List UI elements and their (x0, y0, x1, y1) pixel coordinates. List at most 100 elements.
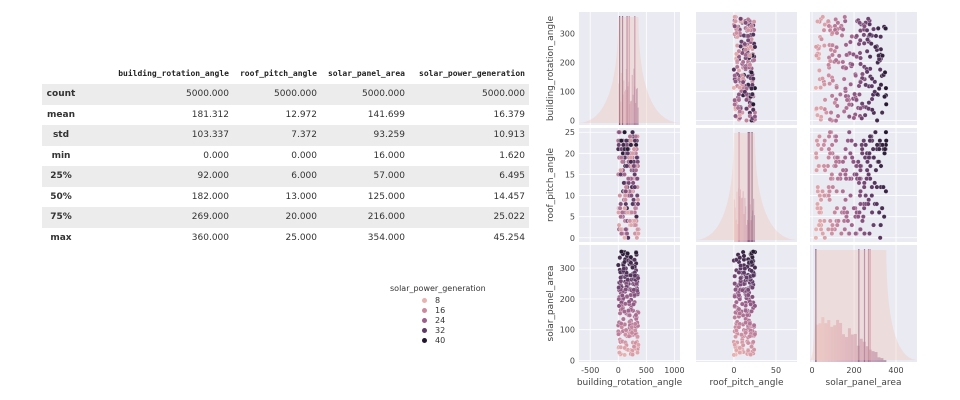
scatter-point (860, 218, 865, 224)
histogram-bar (619, 101, 621, 125)
scatter-point (878, 34, 884, 40)
kde-curve (810, 250, 917, 360)
scatter-point (618, 344, 624, 350)
cell: 182.000 (191, 191, 229, 202)
cell: 16.000 (373, 150, 406, 161)
scatter-point (843, 197, 848, 203)
scatter-point (732, 315, 738, 320)
scatter-point (630, 150, 635, 156)
scatter-point (817, 68, 822, 73)
scatter-point (856, 180, 862, 186)
scatter-point (867, 150, 872, 156)
scatter-point (833, 57, 839, 63)
scatter-point (624, 294, 630, 299)
scatter-point (846, 114, 852, 119)
legend-item: 8 (422, 295, 486, 305)
scatter-point (840, 159, 846, 165)
scatter-point (621, 142, 626, 148)
scatter-point (736, 270, 742, 275)
scatter-point (848, 193, 853, 198)
scatter-point (848, 82, 854, 87)
scatter-point (871, 155, 877, 160)
scatter-point (862, 112, 868, 118)
scatter-point (814, 138, 820, 144)
scatter-point (879, 205, 885, 211)
histogram-bar (736, 191, 738, 242)
scatter-point (837, 92, 843, 97)
scatter-point (834, 188, 839, 194)
scatter-point (632, 218, 637, 224)
scatter-point (739, 287, 745, 293)
scatter-point (734, 30, 739, 36)
scatter-point (857, 20, 862, 26)
scatter-point (826, 155, 831, 160)
scatter-point (621, 316, 626, 322)
cell: 6.000 (233, 166, 321, 187)
scatter-point (845, 218, 851, 224)
scatter-point (632, 172, 638, 177)
scatter-point (871, 222, 876, 228)
scatter-point (858, 79, 863, 85)
scatter-point (813, 85, 819, 91)
row-label: max (50, 232, 72, 243)
scatter-point (619, 293, 625, 298)
scatter-point (882, 150, 887, 156)
scatter-point (849, 155, 855, 160)
histogram-bar (635, 89, 637, 125)
scatter-point (733, 334, 738, 340)
scatter-point (844, 214, 849, 220)
scatter-point (633, 142, 639, 148)
scatter-point (745, 27, 751, 33)
scatter-point (858, 226, 863, 232)
x-axis-label: roof_pitch_angle (709, 378, 784, 388)
y-tick-label: 10 (565, 192, 575, 201)
cell: 5000.000 (80, 84, 233, 105)
scatter-point (635, 226, 640, 232)
scatter-point (829, 172, 835, 177)
scatter-point (851, 52, 856, 57)
scatter-point (622, 259, 627, 265)
scatter-point (815, 184, 821, 190)
scatter-point (628, 159, 634, 165)
row-label: 25% (42, 166, 80, 187)
scatter-point (820, 188, 825, 194)
scatter-point (814, 167, 819, 173)
scatter-point (849, 138, 854, 144)
y-tick-label: 300 (560, 30, 575, 39)
cell: 12.972 (285, 109, 318, 120)
scatter-point (832, 210, 838, 215)
scatter-point (628, 155, 634, 160)
scatter-point (833, 159, 839, 165)
histogram-bar (880, 358, 884, 362)
scatter-point (626, 180, 632, 186)
cell: 141.699 (367, 109, 405, 120)
hue-legend: solar_power_generation 8 16 24 32 40 (390, 284, 486, 345)
scatter-point (872, 180, 878, 186)
x-tick-label: 400 (888, 366, 903, 375)
scatter-point (751, 57, 757, 63)
scatter-point (857, 210, 862, 215)
y-tick-label: 25 (565, 128, 575, 137)
histogram-bar (624, 91, 626, 125)
scatter-point (626, 308, 631, 313)
scatter-point (849, 222, 855, 228)
legend-label: 8 (435, 295, 441, 305)
scatter-point (750, 249, 756, 255)
scatter-point (877, 235, 883, 241)
cell: 0.000 (203, 150, 229, 161)
scatter-point (826, 184, 832, 190)
histogram-bar (877, 357, 881, 362)
scatter-point (745, 33, 751, 39)
histogram-bar (636, 87, 638, 125)
row-label: mean (47, 109, 75, 120)
scatter-point (869, 96, 875, 102)
table-row: min 0.000 0.000 16.000 1.620 (42, 146, 529, 167)
scatter-point (623, 188, 629, 194)
histogram-bar (833, 325, 837, 362)
scatter-point (740, 59, 746, 65)
x-tick-label: 500 (639, 366, 654, 375)
legend-item: 24 (422, 315, 486, 325)
scatter-point (748, 44, 754, 50)
scatter-point (624, 163, 630, 169)
scatter-point (859, 146, 865, 152)
